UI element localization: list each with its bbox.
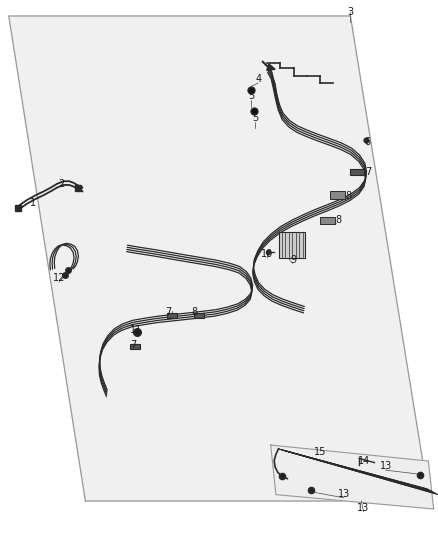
Text: 7: 7: [365, 167, 371, 177]
Text: 12: 12: [53, 273, 65, 283]
Bar: [320, 217, 336, 224]
Polygon shape: [267, 64, 275, 70]
Bar: [194, 312, 204, 319]
Bar: [167, 312, 177, 319]
Text: 13: 13: [380, 462, 392, 471]
Text: 7: 7: [131, 341, 137, 350]
Text: 8: 8: [345, 191, 351, 200]
Text: 8: 8: [192, 307, 198, 317]
Bar: [330, 191, 345, 199]
Bar: [130, 344, 140, 350]
Text: 3: 3: [347, 7, 353, 17]
Bar: [350, 168, 364, 174]
Bar: [279, 232, 305, 258]
Text: 13: 13: [338, 489, 350, 499]
Text: 7: 7: [166, 307, 172, 317]
Text: 1: 1: [30, 198, 36, 207]
Text: 5: 5: [252, 113, 258, 123]
Text: 10: 10: [261, 249, 273, 259]
Text: 9: 9: [290, 255, 297, 264]
Text: 5: 5: [248, 91, 254, 101]
Text: 4: 4: [255, 74, 261, 84]
Text: 14: 14: [358, 456, 371, 465]
Text: 13: 13: [357, 503, 370, 513]
Text: 6: 6: [365, 137, 371, 147]
Text: 8: 8: [336, 215, 342, 225]
Text: 11: 11: [130, 326, 142, 335]
Polygon shape: [9, 16, 429, 501]
Polygon shape: [271, 445, 434, 509]
Text: 15: 15: [314, 447, 326, 457]
Text: 2: 2: [58, 179, 64, 189]
